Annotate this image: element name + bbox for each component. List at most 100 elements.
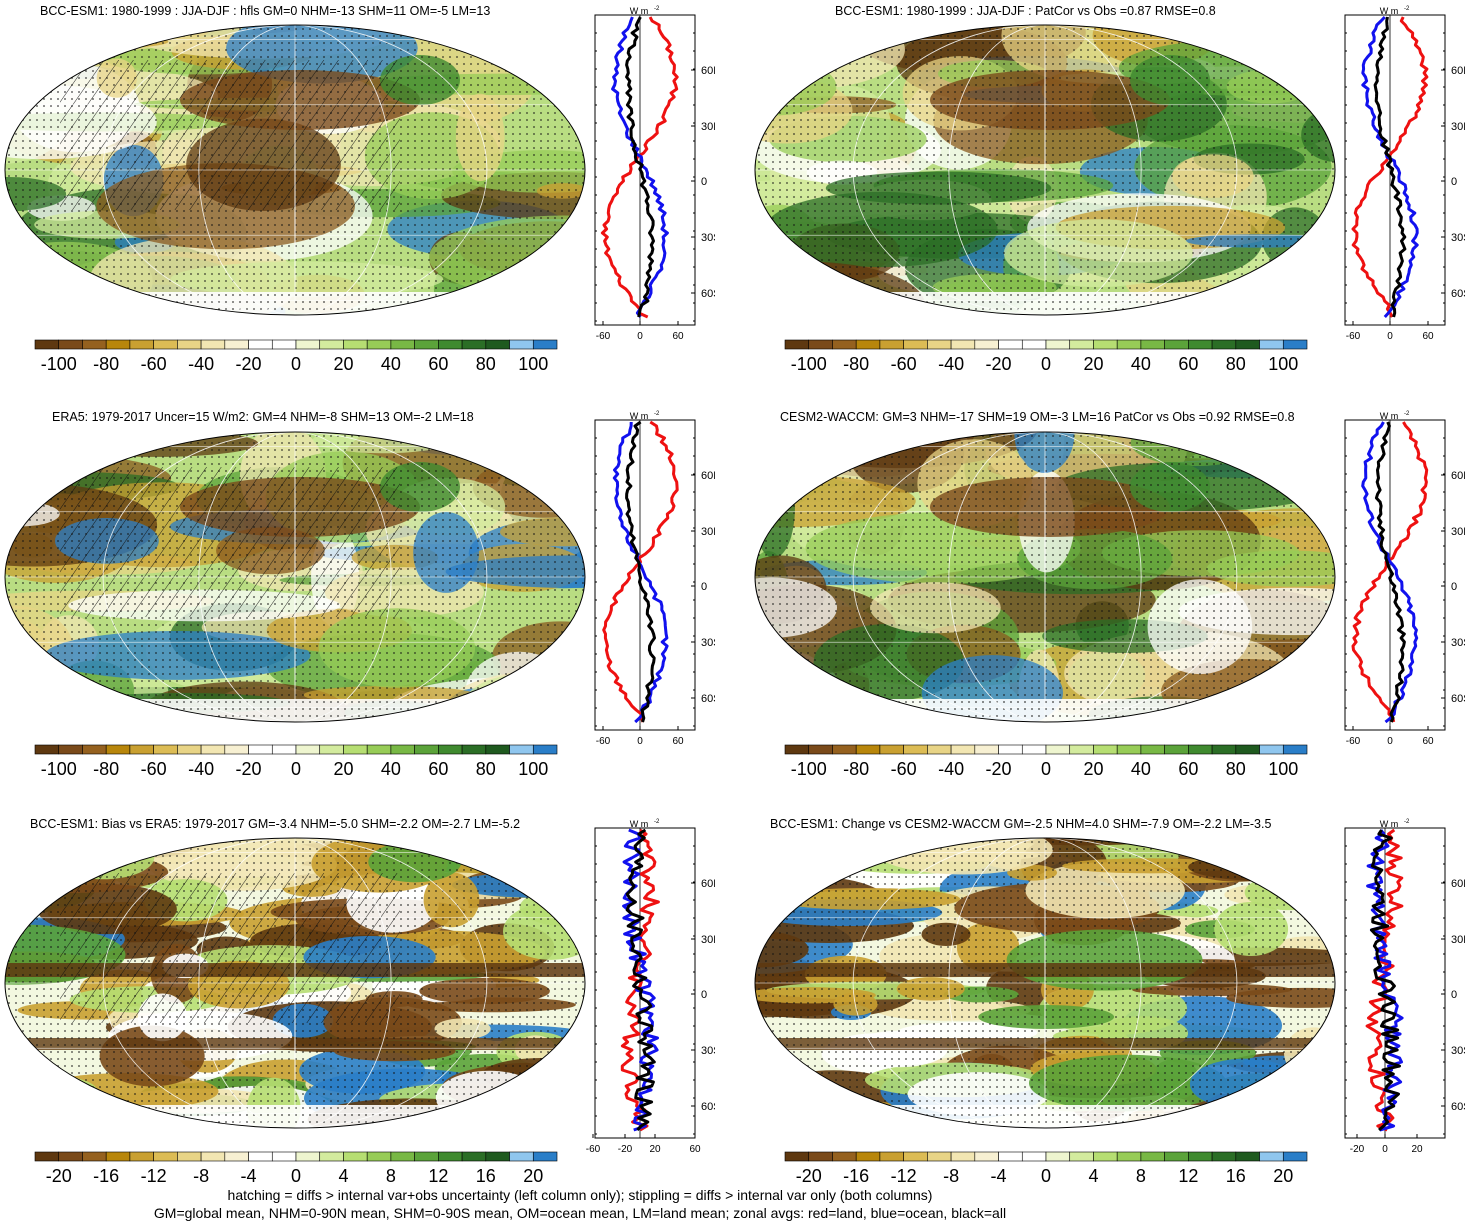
map-panel-3 [4, 431, 586, 723]
svg-text:60N: 60N [701, 878, 715, 890]
svg-text:-60: -60 [141, 759, 167, 779]
zonal-plot-6: W m -2 60N 30N 0 30S 60S -20 0 20 [1344, 819, 1465, 1155]
svg-text:-40: -40 [188, 759, 214, 779]
svg-text:0: 0 [291, 354, 301, 374]
svg-text:W m: W m [1380, 411, 1399, 421]
svg-text:4: 4 [338, 1166, 348, 1186]
svg-text:30N: 30N [1451, 934, 1465, 946]
svg-text:-2: -2 [654, 819, 660, 825]
svg-text:-4: -4 [241, 1166, 257, 1186]
svg-text:20: 20 [1083, 759, 1103, 779]
svg-text:W m: W m [1380, 819, 1399, 829]
colorbar-1: -100 -80 -60 -40 -20 0 20 40 60 80 100 [34, 339, 558, 374]
svg-text:-80: -80 [843, 354, 869, 374]
svg-text:100: 100 [518, 354, 548, 374]
zonal-plot-3: W m -2 60N 30N 0 30S 60S -60 0 60 [594, 411, 715, 747]
footer-line-1: hatching = diffs > internal var+obs unce… [227, 1187, 933, 1203]
colorbar-6: -20 -16 -12 -8 -4 0 4 8 12 16 20 [784, 1151, 1308, 1186]
svg-text:-8: -8 [943, 1166, 959, 1186]
svg-text:-2: -2 [1404, 819, 1410, 825]
svg-text:-100: -100 [41, 354, 77, 374]
svg-text:W m: W m [1380, 6, 1399, 16]
svg-text:60: 60 [428, 354, 448, 374]
svg-text:60S: 60S [1451, 1101, 1465, 1113]
colorbar-5: -20 -16 -12 -8 -4 0 4 8 12 16 20 [34, 1151, 558, 1186]
svg-text:-16: -16 [93, 1166, 119, 1186]
svg-text:60S: 60S [1451, 693, 1465, 705]
svg-text:16: 16 [476, 1166, 496, 1186]
svg-text:60: 60 [672, 331, 684, 342]
svg-text:W m: W m [630, 819, 649, 829]
svg-text:30N: 30N [1451, 121, 1465, 133]
svg-text:60S: 60S [701, 693, 715, 705]
footer-line-2: GM=global mean, NHM=0-90N mean, SHM=0-90… [153, 1205, 1007, 1221]
svg-text:12: 12 [1178, 1166, 1198, 1186]
svg-text:20: 20 [1083, 354, 1103, 374]
svg-text:30N: 30N [701, 934, 715, 946]
svg-text:4: 4 [1088, 1166, 1098, 1186]
zonal-plot-2: W m -2 60N 30N 0 30S 60S -60 0 60 [1344, 6, 1465, 342]
svg-text:8: 8 [1136, 1166, 1146, 1186]
svg-text:-20: -20 [1350, 1144, 1365, 1155]
svg-text:60: 60 [1178, 354, 1198, 374]
svg-text:60N: 60N [1451, 878, 1465, 890]
svg-text:-12: -12 [141, 1166, 167, 1186]
zonal-plot-1: W m -2 60N 30N 0 30S 60S -60 0 60 [594, 6, 715, 342]
svg-text:0: 0 [1041, 354, 1051, 374]
svg-text:30N: 30N [701, 121, 715, 133]
svg-text:-100: -100 [791, 759, 827, 779]
map-panel-6 [754, 837, 1336, 1129]
panel-title-1: BCC-ESM1: 1980-1999 : JJA-DJF : hfls GM=… [40, 4, 491, 18]
panel-title-3: ERA5: 1979-2017 Uncer=15 W/m2: GM=4 NHM=… [52, 410, 474, 424]
map-panel-5 [4, 837, 586, 1129]
zonal-plot-5: W m -2 60N 30N 0 30S 60S -60 -20 20 60 [586, 819, 715, 1155]
svg-text:60: 60 [1422, 736, 1434, 747]
svg-text:0: 0 [637, 736, 643, 747]
svg-text:30S: 30S [701, 637, 715, 649]
svg-text:-2: -2 [1404, 6, 1410, 12]
svg-text:-20: -20 [986, 354, 1012, 374]
svg-text:-40: -40 [188, 354, 214, 374]
svg-text:-60: -60 [891, 759, 917, 779]
zonal-plot-4: W m -2 60N 30N 0 30S 60S -60 0 60 [1344, 411, 1465, 747]
svg-text:-80: -80 [93, 759, 119, 779]
svg-text:0: 0 [1041, 759, 1051, 779]
svg-text:60N: 60N [1451, 65, 1465, 77]
svg-text:-20: -20 [236, 354, 262, 374]
svg-text:30S: 30S [1451, 232, 1465, 244]
svg-text:0: 0 [291, 759, 301, 779]
svg-text:0: 0 [637, 331, 643, 342]
svg-text:80: 80 [476, 354, 496, 374]
colorbar-4: -100 -80 -60 -40 -20 0 20 40 60 80 100 [784, 744, 1308, 779]
svg-text:-80: -80 [93, 354, 119, 374]
svg-text:-60: -60 [141, 354, 167, 374]
svg-text:-40: -40 [938, 759, 964, 779]
svg-text:0: 0 [1451, 176, 1457, 188]
svg-text:-20: -20 [236, 759, 262, 779]
svg-text:20: 20 [1411, 1144, 1423, 1155]
map-panel-1 [4, 24, 586, 316]
svg-text:60S: 60S [1451, 288, 1465, 300]
svg-text:80: 80 [1226, 354, 1246, 374]
svg-text:60: 60 [428, 759, 448, 779]
svg-text:20: 20 [523, 1166, 543, 1186]
svg-text:20: 20 [333, 354, 353, 374]
svg-text:-100: -100 [791, 354, 827, 374]
svg-text:16: 16 [1226, 1166, 1246, 1186]
svg-text:30S: 30S [1451, 1045, 1465, 1057]
svg-text:-60: -60 [1346, 331, 1361, 342]
panel-title-6: BCC-ESM1: Change vs CESM2-WACCM GM=-2.5 … [770, 817, 1272, 831]
svg-text:40: 40 [1131, 354, 1151, 374]
svg-text:-2: -2 [654, 411, 660, 417]
svg-text:-40: -40 [938, 354, 964, 374]
svg-text:40: 40 [381, 759, 401, 779]
svg-text:100: 100 [1268, 759, 1298, 779]
svg-text:60N: 60N [701, 470, 715, 482]
svg-text:20: 20 [1273, 1166, 1293, 1186]
svg-text:-60: -60 [586, 1144, 601, 1155]
svg-text:30S: 30S [701, 232, 715, 244]
svg-text:12: 12 [428, 1166, 448, 1186]
svg-text:60: 60 [1178, 759, 1198, 779]
svg-text:40: 40 [381, 354, 401, 374]
svg-text:0: 0 [1451, 581, 1457, 593]
